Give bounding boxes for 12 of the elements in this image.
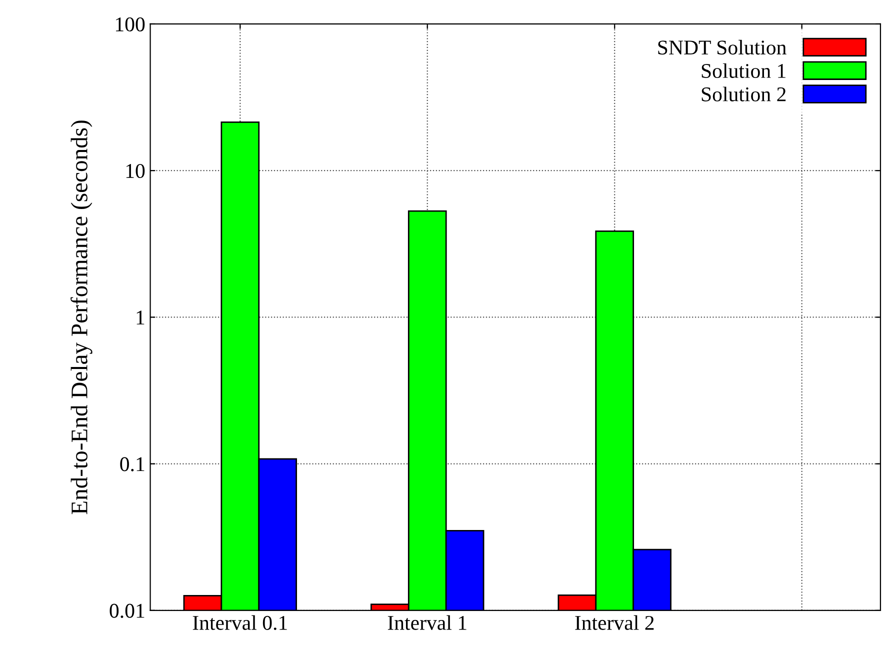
legend-label: Solution 2 bbox=[702, 86, 786, 102]
legend-label: Solution 1 bbox=[702, 63, 786, 78]
x-tick-label: Interval 0.1 bbox=[192, 615, 287, 630]
y-tick-label: 0.1 bbox=[120, 457, 144, 472]
legend-label: SNDT Solution bbox=[658, 40, 786, 55]
y-tick-label: 0.01 bbox=[110, 604, 144, 618]
y-tick-label: 10 bbox=[126, 164, 145, 178]
x-tick-label: Interval 1 bbox=[388, 615, 466, 630]
y-tick-label: 1 bbox=[136, 310, 144, 324]
y-axis-title: End-to-End Delay Performance (seconds) bbox=[70, 120, 92, 514]
x-tick-label: Interval 2 bbox=[575, 615, 654, 630]
y-tick-label: 100 bbox=[116, 17, 145, 32]
